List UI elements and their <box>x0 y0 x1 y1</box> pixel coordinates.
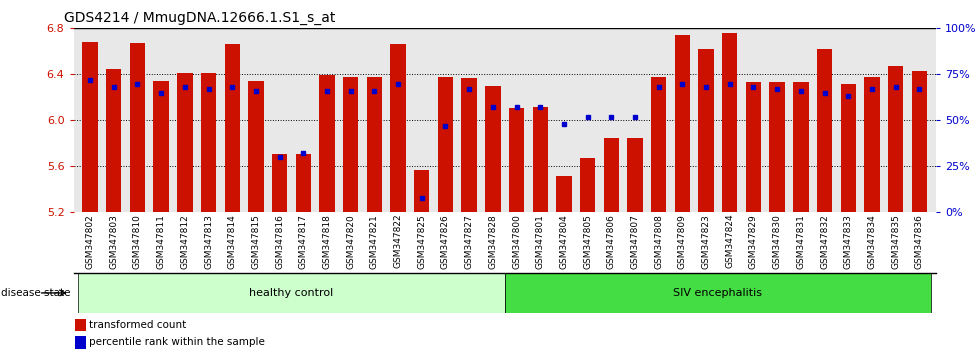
Bar <box>177 73 192 212</box>
Bar <box>271 154 287 212</box>
Bar <box>78 273 505 313</box>
Bar <box>722 33 738 212</box>
Bar <box>248 81 264 212</box>
Bar <box>367 77 382 212</box>
Bar <box>505 273 931 313</box>
Bar <box>296 154 311 212</box>
Bar <box>509 108 524 212</box>
Text: healthy control: healthy control <box>249 288 333 298</box>
Text: SIV encephalitis: SIV encephalitis <box>673 288 762 298</box>
Bar <box>746 82 761 212</box>
Bar <box>82 42 98 212</box>
Bar <box>817 49 832 212</box>
Text: percentile rank within the sample: percentile rank within the sample <box>89 337 265 347</box>
Bar <box>319 75 335 212</box>
Bar <box>557 176 571 212</box>
Bar <box>415 170 429 212</box>
Bar <box>75 319 85 331</box>
Bar <box>75 336 85 349</box>
Bar <box>201 73 217 212</box>
Bar <box>485 86 501 212</box>
Bar <box>793 82 808 212</box>
Bar <box>154 81 169 212</box>
Bar <box>438 77 453 212</box>
Bar <box>604 138 619 212</box>
Bar <box>580 158 595 212</box>
Bar <box>699 49 713 212</box>
Bar <box>390 45 406 212</box>
Text: transformed count: transformed count <box>89 320 186 330</box>
Bar <box>651 77 666 212</box>
Bar <box>841 84 856 212</box>
Bar <box>129 43 145 212</box>
Bar <box>888 66 904 212</box>
Bar <box>864 77 880 212</box>
Bar <box>911 71 927 212</box>
Text: GDS4214 / MmugDNA.12666.1.S1_s_at: GDS4214 / MmugDNA.12666.1.S1_s_at <box>64 11 335 25</box>
Bar <box>224 45 240 212</box>
Bar <box>674 35 690 212</box>
Bar <box>769 82 785 212</box>
Bar <box>462 78 477 212</box>
Bar <box>106 69 122 212</box>
Bar <box>343 77 359 212</box>
Bar <box>532 107 548 212</box>
Bar <box>627 138 643 212</box>
Text: disease state: disease state <box>1 288 71 298</box>
